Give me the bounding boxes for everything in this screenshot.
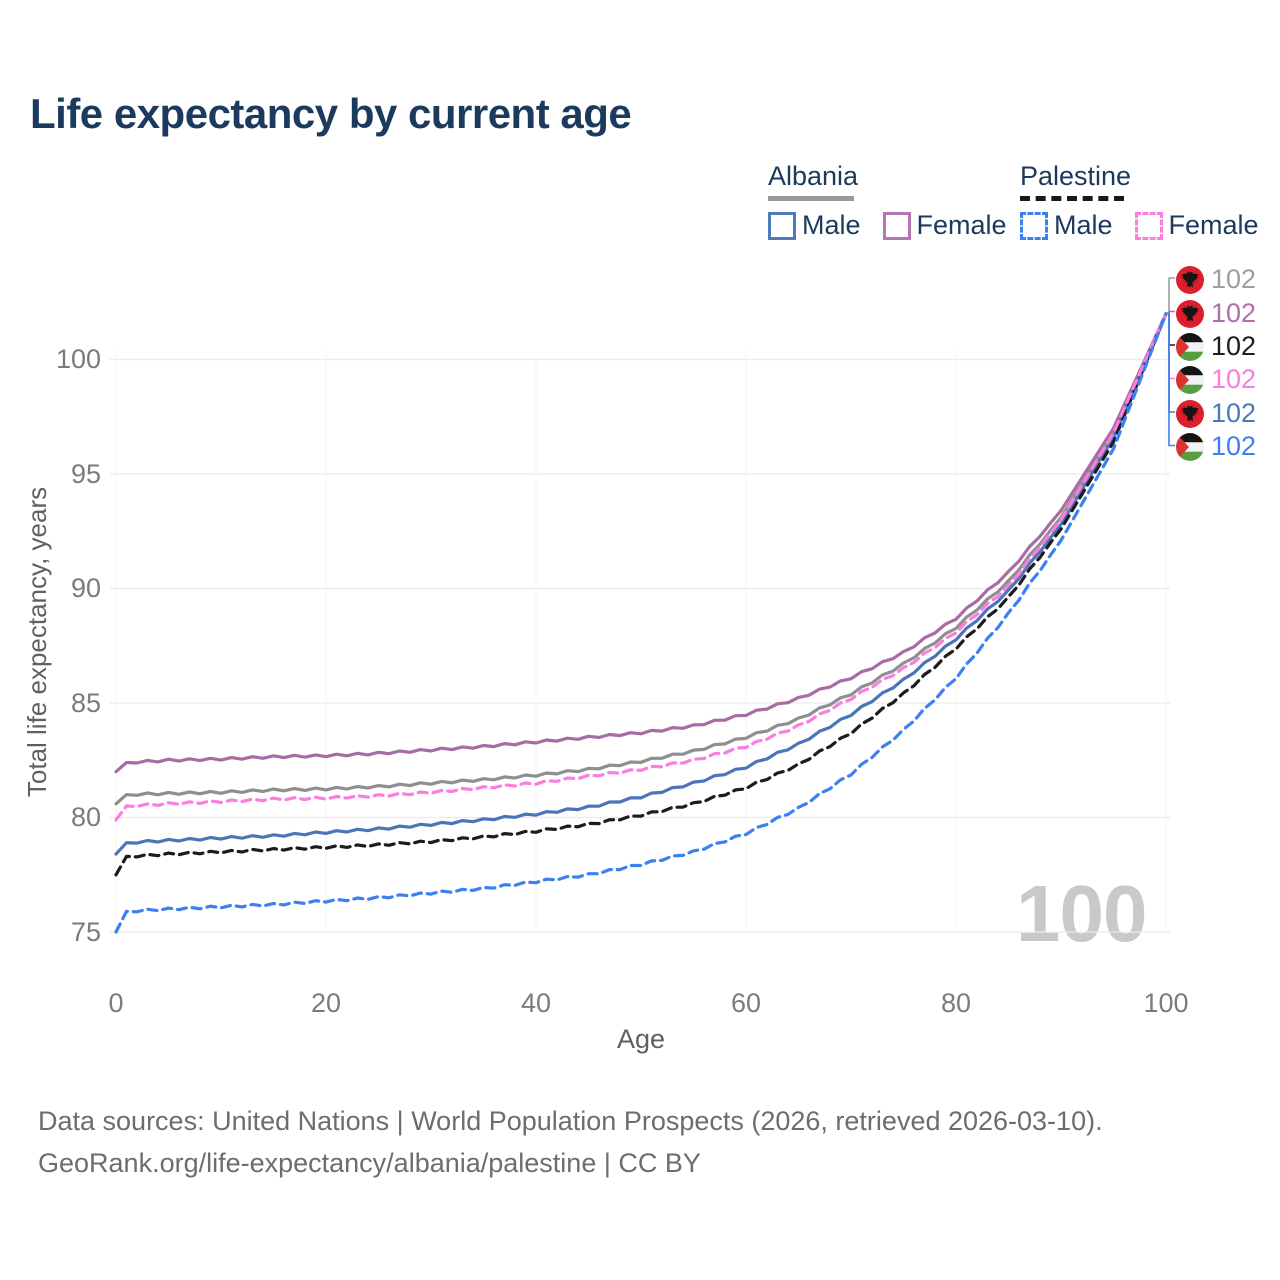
legend-title-albania: Albania bbox=[768, 161, 859, 191]
end-value: 102 bbox=[1211, 398, 1257, 428]
albania-flag-icon bbox=[1176, 299, 1204, 328]
palestine-female-swatch-icon bbox=[1134, 211, 1163, 240]
connector-palestine-female bbox=[1166, 312, 1175, 380]
y-tick: 100 bbox=[56, 344, 101, 374]
x-axis-title: Age bbox=[617, 1024, 665, 1054]
end-label-palestine-female: 102 bbox=[1176, 364, 1256, 395]
end-label-albania-total: 102 bbox=[1176, 264, 1256, 295]
legend-label: Male bbox=[1054, 210, 1113, 240]
end-value: 102 bbox=[1211, 364, 1257, 394]
end-label-palestine-total: 102 bbox=[1176, 331, 1256, 362]
palestine-flag-icon bbox=[1176, 365, 1204, 394]
legend-item-palestine-female[interactable]: Female bbox=[1134, 210, 1259, 241]
connector-albania-total bbox=[1166, 277, 1175, 315]
y-tick: 75 bbox=[71, 917, 101, 947]
legend-item-albania-female[interactable]: Female bbox=[882, 210, 1007, 241]
line-palestine-female[interactable] bbox=[114, 312, 1168, 822]
line-palestine-male[interactable] bbox=[114, 312, 1168, 934]
end-value: 102 bbox=[1211, 298, 1257, 328]
data-sources-note: Data sources: United Nations | World Pop… bbox=[38, 1106, 1103, 1136]
legend-label: Female bbox=[1168, 210, 1259, 240]
y-axis-title: Total life expectancy, years bbox=[22, 487, 52, 797]
end-label-connectors bbox=[1166, 277, 1175, 447]
y-tick: 85 bbox=[71, 688, 101, 718]
palestine-male-swatch-icon bbox=[1020, 211, 1048, 240]
y-tick: 90 bbox=[71, 573, 101, 603]
legend-label: Female bbox=[916, 210, 1007, 240]
x-tick: 20 bbox=[311, 988, 341, 1018]
legend-item-albania-male[interactable]: Male bbox=[768, 210, 861, 241]
x-tick: 100 bbox=[1143, 988, 1188, 1018]
end-value: 102 bbox=[1211, 331, 1257, 361]
x-tick: 80 bbox=[941, 988, 971, 1018]
palestine-dashed-line-sample bbox=[1020, 196, 1124, 201]
albania-male-swatch-icon bbox=[768, 211, 796, 240]
end-label-palestine-male: 102 bbox=[1176, 431, 1256, 462]
line-albania-female[interactable] bbox=[114, 312, 1168, 774]
x-tick: 60 bbox=[731, 988, 761, 1018]
y-axis-tick-labels: 75 80 85 90 95 100 bbox=[56, 344, 101, 947]
y-tick: 95 bbox=[71, 459, 101, 489]
connector-palestine-male bbox=[1166, 312, 1175, 447]
x-axis-tick-labels: 0 20 40 60 80 100 bbox=[108, 988, 1188, 1018]
line-palestine-total[interactable] bbox=[114, 312, 1168, 877]
attribution-note: GeoRank.org/life-expectancy/albania/pale… bbox=[38, 1148, 701, 1178]
albania-female-swatch-icon bbox=[882, 211, 911, 240]
x-tick: 0 bbox=[108, 988, 123, 1018]
end-label-albania-male: 102 bbox=[1176, 398, 1256, 429]
albania-flag-icon bbox=[1176, 399, 1204, 428]
connector-palestine-total bbox=[1166, 312, 1175, 346]
line-albania-male[interactable] bbox=[114, 312, 1168, 856]
legend-group-palestine: Palestine Male Female bbox=[1020, 161, 1280, 241]
line-albania-total[interactable] bbox=[114, 312, 1168, 806]
legend-label: Male bbox=[802, 210, 861, 240]
legend-item-palestine-male[interactable]: Male bbox=[1020, 210, 1113, 241]
x-tick: 40 bbox=[521, 988, 551, 1018]
end-value: 102 bbox=[1211, 264, 1257, 294]
legend-title-palestine: Palestine bbox=[1020, 161, 1132, 191]
albania-flag-icon bbox=[1176, 265, 1204, 294]
end-value: 102 bbox=[1211, 431, 1257, 461]
page-title: Life expectancy by current age bbox=[30, 90, 632, 137]
age-watermark: 100 bbox=[1016, 869, 1147, 958]
legend-group-albania: Albania Male Female bbox=[768, 161, 1029, 241]
gridlines bbox=[110, 350, 1170, 933]
y-tick: 80 bbox=[71, 802, 101, 832]
end-label-albania-female: 102 bbox=[1176, 298, 1256, 329]
albania-solid-line-sample bbox=[768, 196, 854, 201]
palestine-flag-icon bbox=[1176, 432, 1204, 461]
palestine-flag-icon bbox=[1176, 332, 1204, 361]
connector-albania-male bbox=[1166, 312, 1175, 413]
series-lines bbox=[114, 312, 1168, 934]
